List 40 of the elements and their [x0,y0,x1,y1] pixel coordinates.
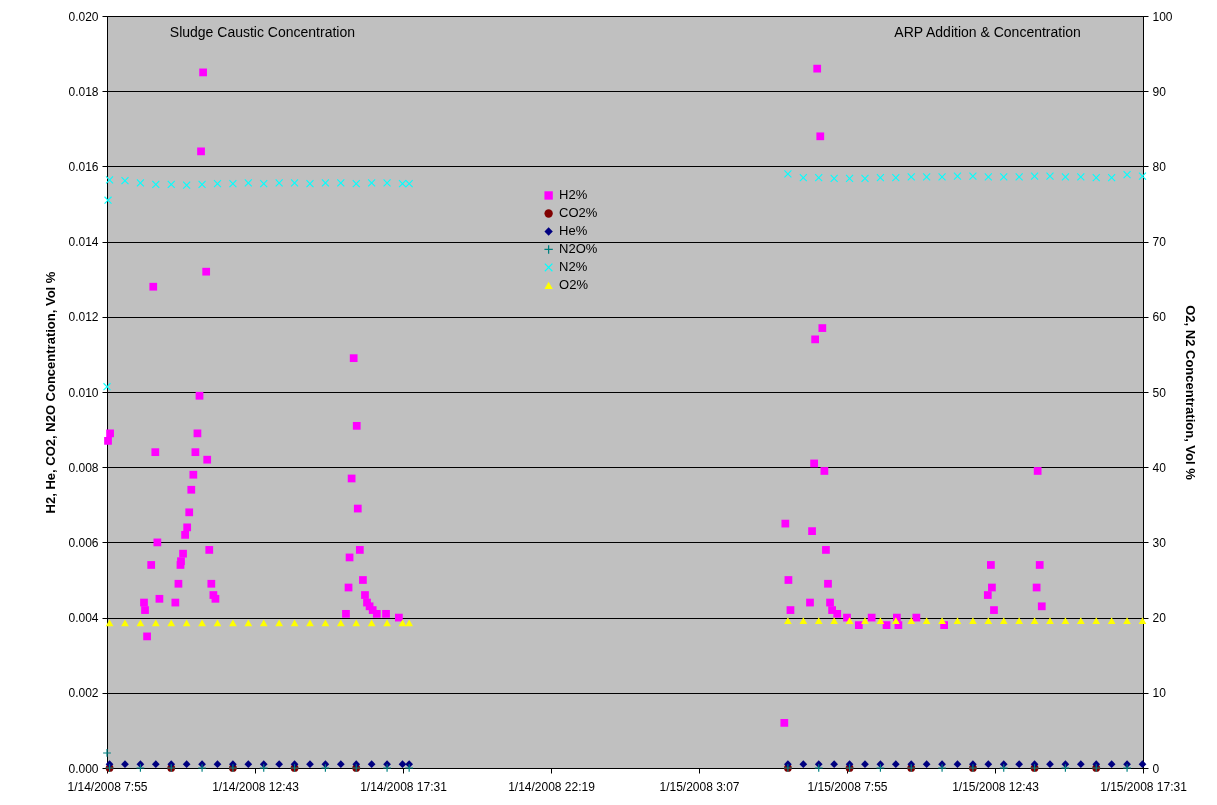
y-tick-label: 0.008 [68,460,99,475]
x-tick-label: 1/14/2008 22:19 [508,779,596,794]
y2-tick-label: 90 [1152,84,1167,99]
annotation: ARP Addition & Concentration [894,24,1081,40]
legend-label: N2O% [559,241,598,257]
y-tick-label: 0.004 [68,611,99,626]
y-tick-label: 0.006 [68,535,99,550]
y2-tick-label: 40 [1152,460,1167,475]
legend-label: He% [559,223,588,239]
annotation: Sludge Caustic Concentration [169,24,356,40]
x-tick-label: 1/14/2008 17:31 [360,779,448,794]
legend-label: CO2% [559,205,598,221]
x-tick-label: 1/15/2008 12:43 [952,779,1040,794]
y-tick-label: 0.014 [68,235,99,250]
y-tick-label: 0.002 [68,686,99,701]
x-tick-label: 1/15/2008 17:31 [1100,779,1188,794]
y2-axis-title: O2, N2 Concentration, Vol % [1182,305,1198,481]
y-tick-label: 0.000 [68,761,99,776]
y-tick-label: 0.010 [68,385,99,400]
y-tick-label: 0.016 [68,159,99,174]
x-tick-label: 1/14/2008 7:55 [67,779,148,794]
y2-tick-label: 70 [1152,235,1167,250]
legend-label: O2% [559,277,589,293]
y2-tick-label: 30 [1152,535,1167,550]
y2-tick-label: 20 [1152,611,1167,626]
y-axis-title: H2, He, CO2, N2O Concentration, Vol % [43,271,59,514]
y2-tick-label: 80 [1152,159,1167,174]
y2-tick-label: 0 [1152,761,1160,776]
x-tick-label: 1/15/2008 7:55 [807,779,888,794]
x-tick-label: 1/15/2008 3:07 [659,779,740,794]
y-tick-label: 0.012 [68,310,99,325]
y-tick-label: 0.020 [68,9,99,24]
y2-tick-label: 50 [1152,385,1167,400]
x-tick-label: 1/14/2008 12:43 [212,779,300,794]
y2-tick-label: 10 [1152,686,1167,701]
legend-label: H2% [559,187,588,203]
y-tick-label: 0.018 [68,84,99,99]
y2-tick-label: 100 [1152,9,1173,24]
y2-tick-label: 60 [1152,310,1167,325]
legend-label: N2% [559,259,588,275]
